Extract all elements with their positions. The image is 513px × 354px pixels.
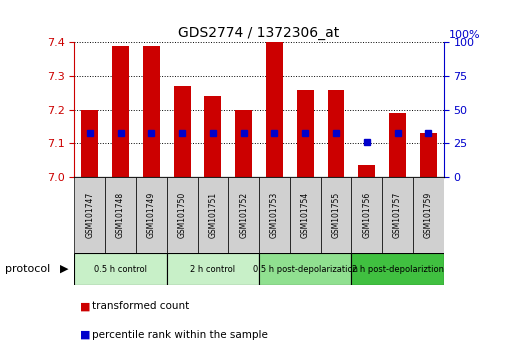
Bar xyxy=(112,46,129,177)
Text: protocol: protocol xyxy=(5,264,50,274)
FancyBboxPatch shape xyxy=(321,177,351,253)
Text: GSM101751: GSM101751 xyxy=(208,192,218,238)
Text: GSM101757: GSM101757 xyxy=(393,192,402,238)
Bar xyxy=(327,90,344,177)
Text: GSM101748: GSM101748 xyxy=(116,192,125,238)
Title: GDS2774 / 1372306_at: GDS2774 / 1372306_at xyxy=(179,26,340,40)
Bar xyxy=(143,46,160,177)
FancyBboxPatch shape xyxy=(74,177,105,253)
FancyBboxPatch shape xyxy=(413,177,444,253)
FancyBboxPatch shape xyxy=(259,253,351,285)
FancyBboxPatch shape xyxy=(351,253,444,285)
FancyBboxPatch shape xyxy=(259,177,290,253)
FancyBboxPatch shape xyxy=(167,177,198,253)
Text: GSM101754: GSM101754 xyxy=(301,192,310,238)
Text: GSM101747: GSM101747 xyxy=(85,192,94,238)
Text: percentile rank within the sample: percentile rank within the sample xyxy=(92,330,268,339)
Bar xyxy=(358,165,375,177)
Bar xyxy=(389,113,406,177)
FancyBboxPatch shape xyxy=(351,177,382,253)
Bar xyxy=(235,110,252,177)
Text: 0.5 h control: 0.5 h control xyxy=(94,264,147,274)
Bar xyxy=(81,110,98,177)
Bar xyxy=(173,86,190,177)
Text: GSM101756: GSM101756 xyxy=(362,192,371,238)
Text: transformed count: transformed count xyxy=(92,301,190,311)
Text: 100%: 100% xyxy=(449,30,481,40)
Bar xyxy=(420,133,437,177)
Text: GSM101749: GSM101749 xyxy=(147,192,156,238)
Text: 2 h control: 2 h control xyxy=(190,264,235,274)
Text: ▶: ▶ xyxy=(60,264,68,274)
Text: GSM101759: GSM101759 xyxy=(424,192,433,238)
FancyBboxPatch shape xyxy=(290,177,321,253)
Text: 2 h post-depolariztion: 2 h post-depolariztion xyxy=(351,264,444,274)
Text: GSM101750: GSM101750 xyxy=(177,192,187,238)
Text: 0.5 h post-depolarization: 0.5 h post-depolarization xyxy=(253,264,358,274)
FancyBboxPatch shape xyxy=(105,177,136,253)
Text: GSM101753: GSM101753 xyxy=(270,192,279,238)
Bar xyxy=(204,96,222,177)
FancyBboxPatch shape xyxy=(382,177,413,253)
FancyBboxPatch shape xyxy=(167,253,259,285)
Bar xyxy=(297,90,313,177)
FancyBboxPatch shape xyxy=(136,177,167,253)
Text: ■: ■ xyxy=(80,301,90,311)
Text: GSM101755: GSM101755 xyxy=(331,192,341,238)
Text: GSM101752: GSM101752 xyxy=(239,192,248,238)
FancyBboxPatch shape xyxy=(74,253,167,285)
FancyBboxPatch shape xyxy=(228,177,259,253)
Text: ■: ■ xyxy=(80,330,90,339)
Bar xyxy=(266,42,283,177)
FancyBboxPatch shape xyxy=(198,177,228,253)
